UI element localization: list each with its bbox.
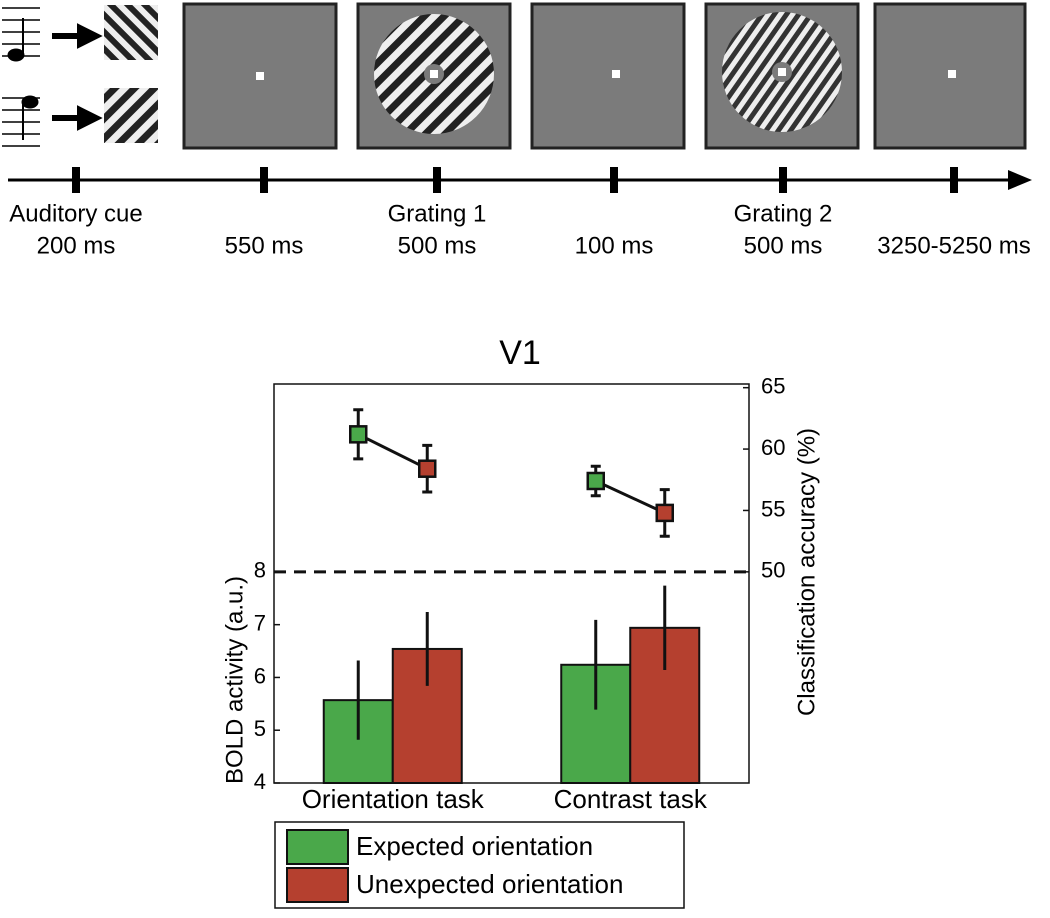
timeline-tick [260, 167, 268, 193]
y-tick-label: 5 [254, 716, 266, 741]
accuracy-point [586, 471, 605, 491]
y-tick-label: 6 [254, 663, 266, 688]
accuracy-point [655, 503, 674, 523]
chart-title: V1 [499, 334, 541, 372]
legend-label: Unexpected orientation [356, 869, 623, 899]
accuracy-point [349, 425, 368, 444]
event-duration: 100 ms [575, 232, 654, 259]
event-duration: 500 ms [398, 232, 477, 259]
y-tick-label: 8 [254, 558, 266, 583]
timeline-tick [433, 167, 441, 193]
event-duration: 500 ms [744, 232, 823, 259]
timeline-axis [8, 170, 1032, 190]
cue-icons [2, 5, 158, 147]
y2-tick-label: 55 [761, 496, 785, 521]
plot-frame [273, 383, 750, 784]
accuracy-point [418, 459, 437, 478]
connector [357, 432, 428, 471]
y2-tick-label: 50 [761, 558, 785, 583]
event-duration: 3250-5250 ms [877, 232, 1030, 259]
timeline-labels: Auditory cue 200 ms 550 ms Grating 1 500 ms 1… [9, 167, 1031, 259]
y2-axis-label: Classification accuracy (%) [793, 428, 820, 716]
y2-tick-label: 65 [761, 373, 785, 398]
legend-swatch [286, 829, 349, 865]
event-duration: 200 ms [37, 232, 116, 259]
chart: V1 BOLD activity (a.u.) Classification acc… [221, 334, 820, 909]
timeline-tick [950, 167, 958, 193]
screens [182, 2, 1027, 150]
event-label: Auditory cue [9, 200, 142, 227]
timeline-tick [610, 167, 618, 193]
legend-swatch [286, 867, 349, 903]
event-duration: 550 ms [225, 232, 304, 259]
y-axis-label: BOLD activity (a.u.) [221, 576, 248, 784]
event-label: Grating 2 [734, 200, 833, 227]
timeline-tick [72, 167, 80, 193]
x-tick-label: Orientation task [302, 784, 485, 814]
connector [595, 479, 666, 515]
y-tick-label: 7 [254, 610, 266, 635]
x-tick-label: Contrast task [554, 784, 708, 814]
timeline-tick [779, 167, 787, 193]
y-tick-label: 4 [254, 769, 266, 794]
legend-label: Expected orientation [356, 831, 593, 861]
y2-tick-label: 60 [761, 435, 785, 460]
event-label: Grating 1 [388, 200, 487, 227]
